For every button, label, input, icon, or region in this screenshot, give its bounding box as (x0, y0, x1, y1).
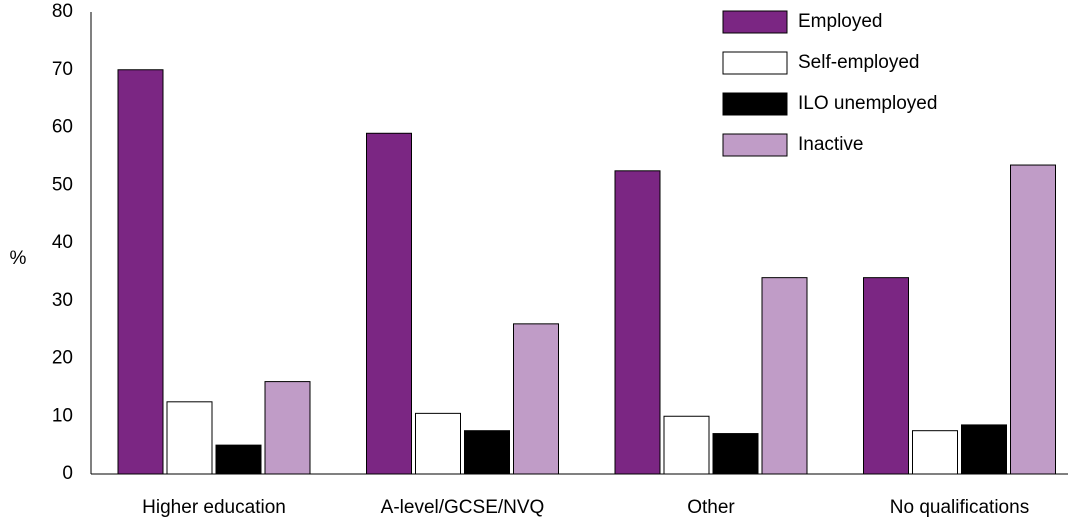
legend-label: Self-employed (798, 52, 919, 73)
bar-ilo-unemployed-3 (961, 424, 1007, 475)
bar-ilo-unemployed-1 (464, 430, 510, 475)
bar-self-employed-2 (663, 415, 710, 475)
bar-ilo-unemployed-0 (215, 444, 262, 475)
category-label: No qualifications (890, 497, 1029, 518)
y-tick-label: 20 (52, 348, 73, 369)
legend-label: Employed (798, 11, 883, 32)
legend: Employed Self-employed ILO unemployed Inact… (722, 10, 937, 157)
bar-inactive-3 (1010, 164, 1056, 475)
category-label: A-level/GCSE/NVQ (381, 497, 545, 518)
y-tick-label: 10 (52, 405, 73, 426)
legend-swatch (722, 92, 788, 116)
bar-self-employed-1 (415, 412, 461, 475)
bar-self-employed-3 (912, 430, 958, 475)
bar-inactive-0 (264, 381, 311, 475)
legend-label: ILO unemployed (798, 93, 937, 114)
y-tick-labels: 0 10 20 30 40 50 60 70 80 (52, 1, 73, 484)
category-labels: Higher education A-level/GCSE/NVQ Other No … (142, 497, 1029, 518)
legend-swatch (722, 133, 788, 157)
legend-swatch (722, 51, 788, 75)
bar-self-employed-0 (166, 401, 213, 475)
bars (117, 69, 1056, 475)
y-tick-label: 70 (52, 59, 73, 80)
bar-ilo-unemployed-2 (712, 433, 759, 475)
y-tick-label: 80 (52, 1, 73, 22)
bar-employed-2 (614, 170, 661, 475)
category-label: Higher education (142, 497, 286, 518)
y-tick-label: 60 (52, 117, 73, 138)
bar-employed-0 (117, 69, 164, 475)
y-tick-label: 0 (62, 463, 73, 484)
legend-swatch (722, 10, 788, 34)
category-label: Other (687, 497, 735, 518)
y-tick-label: 50 (52, 174, 73, 195)
bar-employed-3 (863, 277, 909, 475)
y-tick-label: 40 (52, 232, 73, 253)
bar-inactive-2 (761, 277, 808, 475)
legend-label: Inactive (798, 134, 863, 155)
axes (90, 12, 1068, 475)
y-tick-label: 30 (52, 290, 73, 311)
y-axis-label: % (10, 248, 27, 269)
bar-inactive-1 (513, 323, 559, 475)
bar-employed-1 (366, 132, 412, 475)
